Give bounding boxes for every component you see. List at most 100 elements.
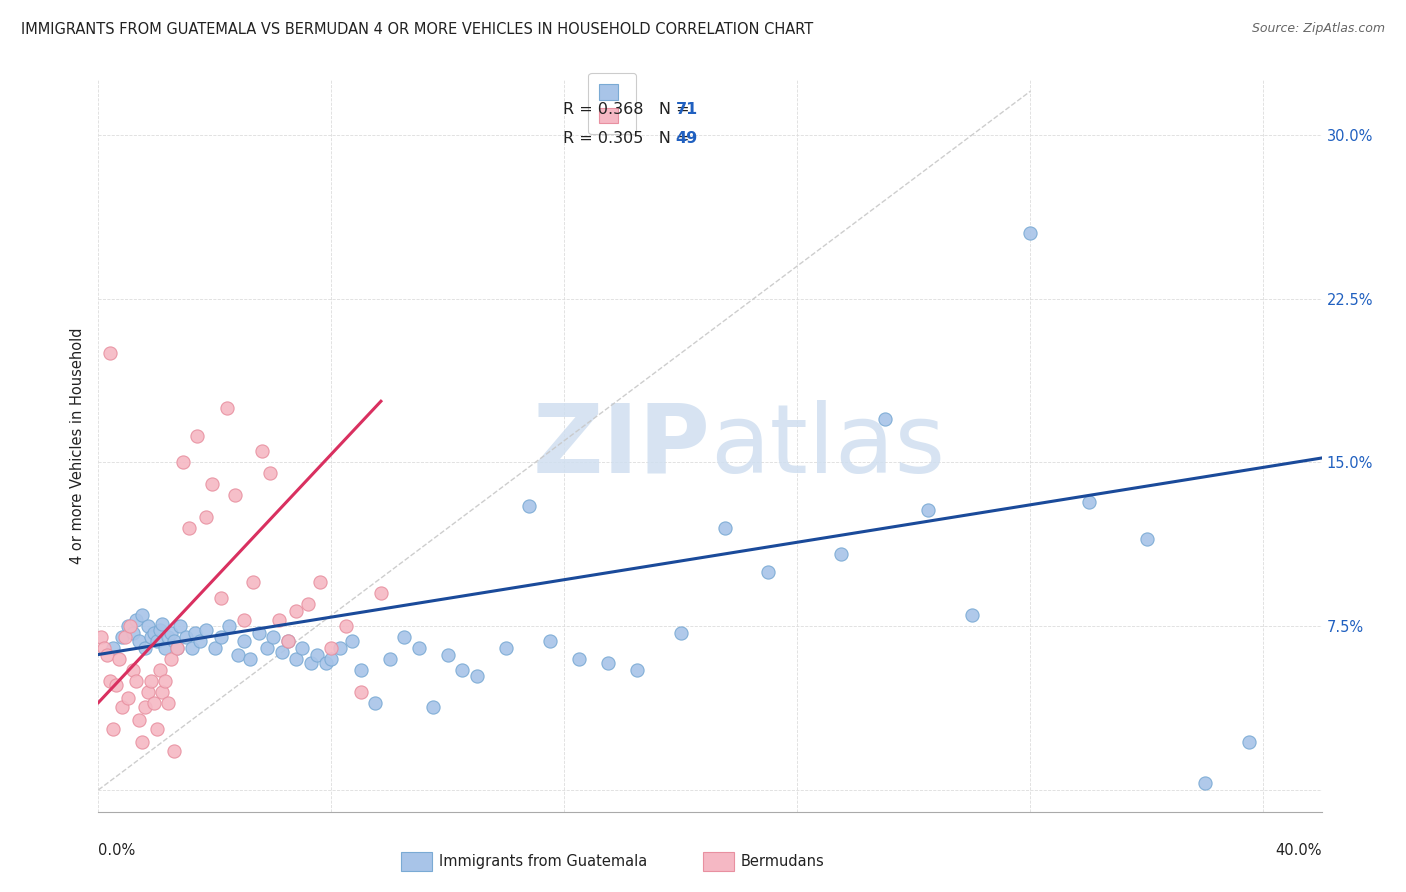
Point — [270, 645, 294, 659]
Point — [96, 648, 118, 662]
Point — [120, 619, 142, 633]
Point — [101, 640, 124, 655]
Point — [451, 663, 474, 677]
Point — [519, 499, 541, 513]
Point — [277, 634, 299, 648]
Point — [1136, 532, 1159, 546]
Text: IMMIGRANTS FROM GUATEMALA VS BERMUDAN 4 OR MORE VEHICLES IN HOUSEHOLD CORRELATIO: IMMIGRANTS FROM GUATEMALA VS BERMUDAN 4 … — [21, 22, 813, 37]
Point — [128, 713, 150, 727]
Point — [308, 575, 330, 590]
Text: Immigrants from Guatemala: Immigrants from Guatemala — [439, 855, 647, 869]
Point — [188, 634, 212, 648]
Point — [315, 657, 337, 671]
Point — [340, 634, 363, 648]
Point — [195, 624, 218, 638]
Point — [495, 640, 517, 655]
Point — [98, 673, 121, 688]
Point — [209, 591, 232, 605]
Point — [247, 625, 270, 640]
Point — [204, 640, 226, 655]
Point — [201, 477, 224, 491]
Point — [134, 700, 156, 714]
Point — [262, 630, 284, 644]
Point — [226, 648, 249, 662]
Point — [364, 696, 387, 710]
Point — [233, 613, 256, 627]
Point — [111, 630, 134, 644]
Point — [437, 648, 460, 662]
Point — [104, 678, 127, 692]
Point — [465, 669, 488, 683]
Text: atlas: atlas — [710, 400, 945, 492]
Point — [297, 597, 319, 611]
Text: 49: 49 — [676, 131, 697, 146]
Point — [285, 604, 308, 618]
Point — [145, 722, 167, 736]
Point — [1194, 776, 1216, 790]
Point — [131, 608, 153, 623]
Point — [134, 640, 156, 655]
Text: R = 0.368   N =: R = 0.368 N = — [564, 102, 695, 117]
Point — [669, 625, 692, 640]
Point — [163, 743, 186, 757]
Point — [169, 619, 191, 633]
Point — [186, 429, 208, 443]
Point — [239, 652, 262, 666]
Text: 0.0%: 0.0% — [98, 843, 135, 858]
Point — [538, 634, 561, 648]
Point — [568, 652, 591, 666]
Point — [626, 663, 648, 677]
Point — [183, 625, 205, 640]
Point — [209, 630, 232, 644]
Point — [149, 663, 172, 677]
Point — [242, 575, 264, 590]
Point — [215, 401, 238, 415]
Point — [152, 616, 174, 631]
Point — [259, 467, 281, 481]
Point — [756, 565, 779, 579]
Point — [163, 634, 186, 648]
Point — [349, 663, 371, 677]
Point — [408, 640, 430, 655]
Point — [267, 613, 290, 627]
Point — [142, 696, 165, 710]
Point — [177, 521, 200, 535]
Point — [329, 640, 352, 655]
Point — [224, 488, 246, 502]
Point — [155, 640, 177, 655]
Point — [139, 673, 162, 688]
Point — [114, 630, 136, 644]
Point — [136, 619, 159, 633]
Text: 40.0%: 40.0% — [1275, 843, 1322, 858]
Point — [166, 640, 188, 655]
Point — [93, 640, 115, 655]
Point — [1019, 226, 1042, 240]
Point — [321, 640, 343, 655]
Point — [250, 444, 273, 458]
Point — [713, 521, 735, 535]
Point — [125, 613, 148, 627]
Point — [142, 625, 165, 640]
Text: Source: ZipAtlas.com: Source: ZipAtlas.com — [1251, 22, 1385, 36]
Point — [180, 640, 202, 655]
Point — [256, 640, 278, 655]
Point — [830, 547, 852, 561]
Point — [233, 634, 256, 648]
Point — [596, 657, 619, 671]
Point — [101, 722, 124, 736]
Text: ZIP: ZIP — [531, 400, 710, 492]
Point — [160, 652, 183, 666]
Point — [422, 700, 444, 714]
Point — [172, 455, 194, 469]
Text: R = 0.305   N =: R = 0.305 N = — [564, 131, 695, 146]
Point — [873, 411, 896, 425]
Point — [378, 652, 401, 666]
Point — [139, 630, 162, 644]
Point — [195, 510, 218, 524]
Point — [117, 619, 139, 633]
Point — [960, 608, 983, 623]
Point — [155, 673, 177, 688]
Point — [125, 673, 148, 688]
Point — [98, 346, 121, 360]
Point — [108, 652, 131, 666]
